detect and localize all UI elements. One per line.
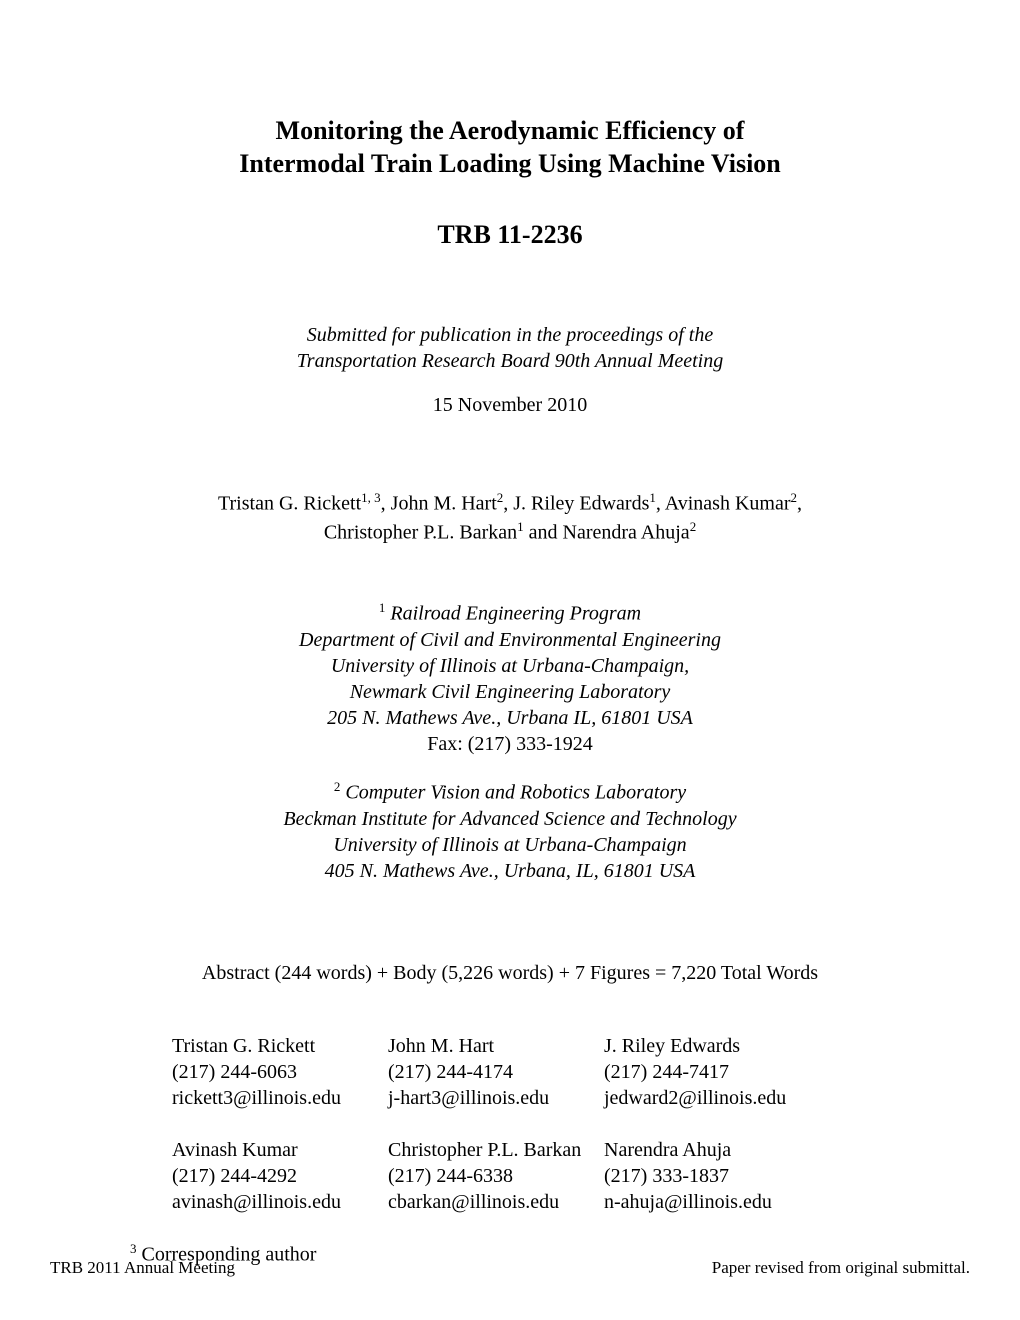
affiliation-2: 2 Computer Vision and Robotics Laborator… <box>100 779 920 884</box>
contact-phone: (217) 244-7417 <box>604 1059 814 1085</box>
word-count-summary: Abstract (244 words) + Body (5,226 words… <box>100 962 920 985</box>
affiliation-1: 1 Railroad Engineering Program Departmen… <box>100 600 920 757</box>
contact-email: cbarkan@illinois.edu <box>388 1189 598 1215</box>
contact-phone: (217) 244-6338 <box>388 1163 598 1189</box>
contact-name: Christopher P.L. Barkan <box>388 1137 598 1163</box>
contact-email: avinash@illinois.edu <box>172 1189 382 1215</box>
contact-phone: (217) 244-4292 <box>172 1163 382 1189</box>
contact-entry: Tristan G. Rickett (217) 244-6063 ricket… <box>172 1033 382 1111</box>
footer-left: TRB 2011 Annual Meeting <box>50 1258 235 1278</box>
paper-title: Monitoring the Aerodynamic Efficiency of… <box>100 115 920 180</box>
submission-line-2: Transportation Research Board 90th Annua… <box>100 348 920 374</box>
contact-name: Avinash Kumar <box>172 1137 382 1163</box>
contact-entry: Christopher P.L. Barkan (217) 244-6338 c… <box>388 1137 598 1215</box>
contact-name: John M. Hart <box>388 1033 598 1059</box>
contact-entry: Avinash Kumar (217) 244-4292 avinash@ill… <box>172 1137 382 1215</box>
contact-email: n-ahuja@illinois.edu <box>604 1189 814 1215</box>
contact-email: jedward2@illinois.edu <box>604 1085 814 1111</box>
contact-email: rickett3@illinois.edu <box>172 1085 382 1111</box>
submission-line-1: Submitted for publication in the proceed… <box>100 322 920 348</box>
contact-phone: (217) 333-1837 <box>604 1163 814 1189</box>
title-line-1: Monitoring the Aerodynamic Efficiency of <box>100 115 920 148</box>
authors-line-1: Tristan G. Rickett1, 3, John M. Hart2, J… <box>100 489 920 518</box>
contact-entry: John M. Hart (217) 244-4174 j-hart3@illi… <box>388 1033 598 1111</box>
contact-name: J. Riley Edwards <box>604 1033 814 1059</box>
footer-right: Paper revised from original submittal. <box>712 1258 970 1278</box>
contact-phone: (217) 244-4174 <box>388 1059 598 1085</box>
affiliation-1-fax: Fax: (217) 333-1924 <box>100 731 920 757</box>
contact-entry: J. Riley Edwards (217) 244-7417 jedward2… <box>604 1033 814 1111</box>
contact-name: Tristan G. Rickett <box>172 1033 382 1059</box>
submission-date: 15 November 2010 <box>100 394 920 417</box>
paper-number: TRB 11-2236 <box>100 220 920 250</box>
submission-note: Submitted for publication in the proceed… <box>100 322 920 374</box>
authors-line-2: Christopher P.L. Barkan1 and Narendra Ah… <box>100 518 920 547</box>
author-list: Tristan G. Rickett1, 3, John M. Hart2, J… <box>100 489 920 546</box>
contact-name: Narendra Ahuja <box>604 1137 814 1163</box>
page-footer: TRB 2011 Annual Meeting Paper revised fr… <box>50 1258 970 1278</box>
contact-grid: Tristan G. Rickett (217) 244-6063 ricket… <box>172 1033 920 1215</box>
contact-email: j-hart3@illinois.edu <box>388 1085 598 1111</box>
contact-entry: Narendra Ahuja (217) 333-1837 n-ahuja@il… <box>604 1137 814 1215</box>
title-line-2: Intermodal Train Loading Using Machine V… <box>100 148 920 181</box>
contact-phone: (217) 244-6063 <box>172 1059 382 1085</box>
